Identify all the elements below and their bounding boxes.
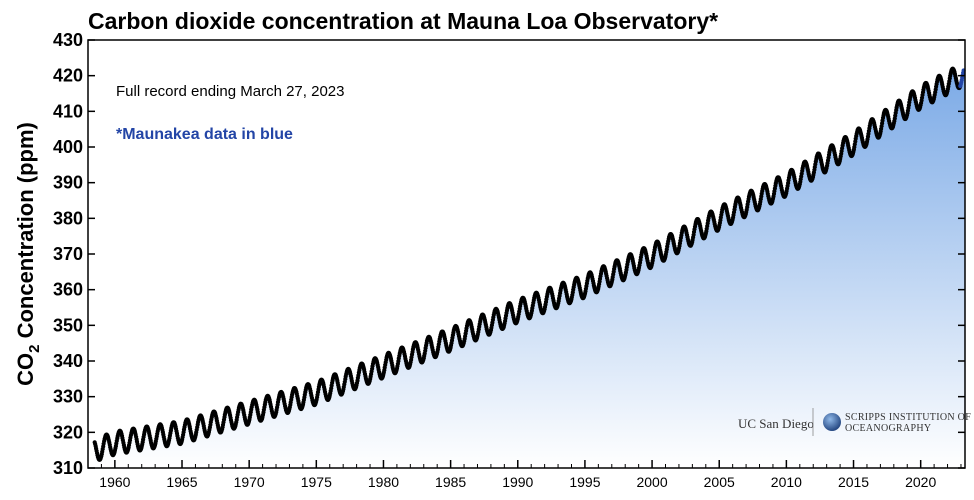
maunakea-note: *Maunakea data in blue xyxy=(116,126,293,143)
x-tick-label: 2005 xyxy=(704,474,735,490)
y-axis-label-rest: Concentration (ppm) xyxy=(13,122,38,344)
scripps-logo: SCRIPPS INSTITUTION OF OCEANOGRAPHY xyxy=(823,412,971,434)
x-tick-label: 1970 xyxy=(234,474,265,490)
x-tick-label: 1960 xyxy=(99,474,130,490)
ucsd-logo-text: UC San Diego xyxy=(738,416,814,431)
record-note: Full record ending March 27, 2023 xyxy=(116,83,344,100)
x-tick-label: 1985 xyxy=(435,474,466,490)
globe-icon xyxy=(823,413,841,431)
x-tick-label: 1980 xyxy=(368,474,399,490)
y-tick-label: 420 xyxy=(53,66,83,86)
y-axis-label-subscript: 2 xyxy=(26,345,43,353)
chart-title: Carbon dioxide concentration at Mauna Lo… xyxy=(88,8,718,34)
y-tick-label: 410 xyxy=(53,101,83,121)
y-tick-label: 400 xyxy=(53,137,83,157)
y-tick-label: 370 xyxy=(53,244,83,264)
y-tick-label: 310 xyxy=(53,458,83,478)
plot-area: 310320330340350360370380390400410420430 … xyxy=(53,30,966,490)
scripps-logo-line2: OCEANOGRAPHY xyxy=(845,423,931,434)
y-tick-label: 340 xyxy=(53,351,83,371)
y-tick-label: 430 xyxy=(53,30,83,50)
x-tick-label: 1965 xyxy=(166,474,197,490)
y-axis-label-main: CO xyxy=(13,353,38,386)
y-axis: 310 320 330 340 350 360 370 380 390 400 410 420 430 xyxy=(53,30,965,478)
y-axis-label: CO2 Concentration (ppm) xyxy=(13,122,43,386)
x-tick-label: 1990 xyxy=(502,474,533,490)
concentration-area xyxy=(94,64,965,468)
x-tick-label: 2020 xyxy=(905,474,936,490)
y-tick-label: 330 xyxy=(53,387,83,407)
scripps-logo-line1: SCRIPPS INSTITUTION OF xyxy=(845,412,971,423)
x-tick-label: 2000 xyxy=(636,474,667,490)
x-tick-label: 1975 xyxy=(301,474,332,490)
y-tick-label: 350 xyxy=(53,315,83,335)
y-tick-label: 380 xyxy=(53,208,83,228)
x-axis: 1960 1965 1970 1975 1980 1985 1990 1995 2000 2005… xyxy=(99,460,962,490)
y-tick-label: 360 xyxy=(53,280,83,300)
x-tick-label: 1995 xyxy=(569,474,600,490)
ucsd-logo: UC San Diego xyxy=(738,416,814,431)
y-tick-label: 390 xyxy=(53,173,83,193)
x-tick-label: 2015 xyxy=(838,474,869,490)
y-tick-label: 320 xyxy=(53,422,83,442)
x-tick-label: 2010 xyxy=(771,474,802,490)
data-points xyxy=(92,66,966,462)
